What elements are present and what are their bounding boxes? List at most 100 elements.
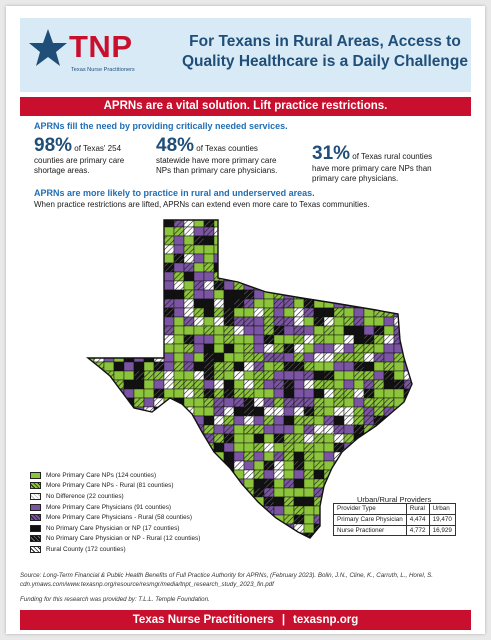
county-cell [153, 316, 165, 327]
county-cell [263, 415, 275, 426]
county-cell [243, 469, 255, 480]
county-cell [263, 343, 275, 354]
legend-label: More Primary Care Physicians (91 countie… [46, 503, 172, 511]
county-cell [293, 379, 305, 390]
county-cell [243, 343, 255, 354]
county-cell [253, 307, 265, 318]
table-header-cell: Provider Type [333, 503, 407, 515]
county-cell [333, 316, 345, 327]
county-cell [293, 460, 305, 471]
title-line-1: For Texans in Rural Areas, Access to [189, 33, 461, 50]
county-cell [123, 280, 135, 291]
county-cell [373, 451, 385, 462]
county-cell [203, 388, 215, 399]
county-cell [93, 442, 105, 453]
county-cell [233, 397, 245, 408]
county-cell [283, 343, 295, 354]
county-cell [313, 451, 325, 462]
county-cell [243, 532, 255, 538]
county-cell [163, 244, 175, 255]
legend-swatch [30, 503, 41, 511]
county-cell [153, 289, 165, 300]
source-link[interactable]: cdn.ymaws.com/www.texasnp.org/resource/r… [20, 580, 274, 588]
county-cell [353, 460, 365, 471]
county-cell [283, 307, 295, 318]
county-cell [363, 325, 375, 336]
county-cell [173, 316, 185, 327]
county-cell [313, 532, 325, 538]
county-cell [223, 361, 235, 372]
county-cell [313, 424, 325, 435]
county-cell [283, 496, 295, 507]
county-cell [353, 325, 365, 336]
county-cell [393, 406, 405, 417]
county-cell [313, 460, 325, 471]
county-cell [363, 298, 375, 309]
county-cell [343, 397, 355, 408]
county-cell [403, 298, 412, 309]
stat-statewide: 48% of Texas counties statewide have mor… [156, 136, 306, 176]
county-cell [153, 433, 165, 444]
stat-value: 48% [156, 135, 195, 156]
county-cell [403, 424, 412, 435]
county-cell [373, 298, 385, 309]
county-cell [163, 352, 175, 363]
county-cell [243, 451, 255, 462]
county-cell [93, 370, 105, 381]
county-cell [203, 352, 215, 363]
county-cell [143, 343, 155, 354]
county-cell [393, 379, 405, 390]
county-cell [253, 370, 265, 381]
county-cell [213, 343, 225, 354]
county-cell [333, 280, 345, 291]
county-cell [283, 406, 295, 417]
county-cell [133, 397, 145, 408]
county-cell [183, 226, 195, 237]
county-cell [153, 280, 165, 291]
county-cell [123, 226, 135, 237]
footer-site-link[interactable]: texasnp.org [293, 614, 359, 626]
county-cell [393, 388, 405, 399]
county-cell [88, 370, 95, 381]
county-cell [373, 289, 385, 300]
county-cell [193, 298, 205, 309]
county-cell [304, 542, 314, 551]
county-cell [293, 352, 305, 363]
county-cell [88, 361, 95, 372]
county-cell [313, 325, 325, 336]
county-cell [283, 235, 295, 246]
county-cell [123, 244, 135, 255]
legend-label: Rural County (172 counties) [46, 545, 126, 553]
county-cell [133, 226, 145, 237]
county-cell [223, 388, 235, 399]
county-cell [383, 343, 395, 354]
county-cell [403, 451, 412, 462]
county-cell [183, 244, 195, 255]
county-cell [193, 280, 205, 291]
county-cell [393, 253, 405, 264]
county-cell [353, 253, 365, 264]
county-cell [383, 253, 395, 264]
legend-swatch [30, 524, 41, 532]
county-cell [213, 271, 225, 282]
county-cell [153, 262, 165, 273]
county-cell [343, 451, 355, 462]
county-cell [383, 433, 395, 444]
county-cell [153, 397, 165, 408]
county-cell [243, 220, 255, 228]
legend-label: No Difference (22 counties) [46, 492, 124, 500]
county-cell [253, 298, 265, 309]
county-cell [163, 361, 175, 372]
county-cell [323, 280, 335, 291]
county-cell [243, 442, 255, 453]
county-cell [303, 451, 315, 462]
county-cell [123, 370, 135, 381]
county-cell [183, 352, 195, 363]
county-cell [393, 433, 405, 444]
county-cell [123, 298, 135, 309]
county-cell [323, 406, 335, 417]
county-cell [243, 379, 255, 390]
county-cell [243, 271, 255, 282]
county-cell [383, 226, 395, 237]
legend-swatch [30, 514, 41, 522]
